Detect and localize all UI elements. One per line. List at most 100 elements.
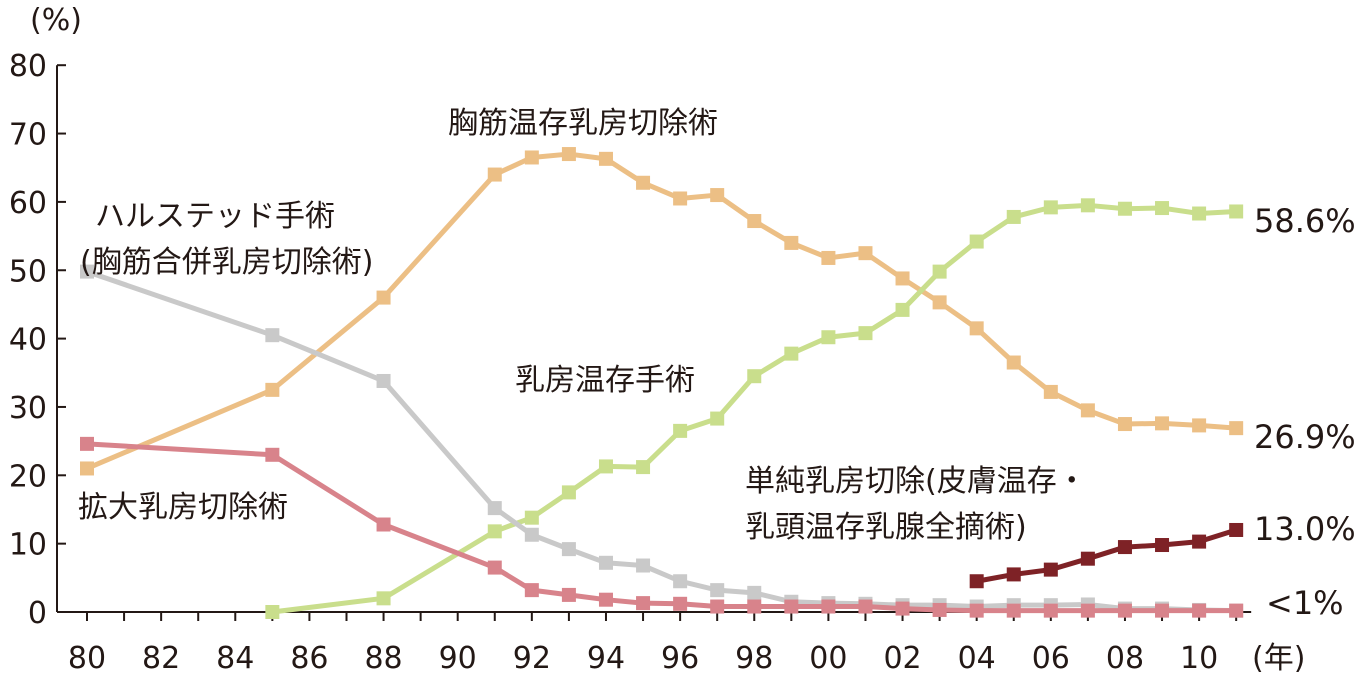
end-value-others: <1% [1266, 584, 1344, 622]
y-tick-label: 0 [28, 596, 47, 631]
data-point [561, 147, 576, 162]
data-point [895, 302, 910, 317]
data-point [932, 295, 947, 310]
data-point [710, 583, 725, 598]
series-3 [80, 436, 1244, 618]
data-point [1117, 540, 1132, 555]
data-point [487, 167, 502, 182]
x-tick-label: 92 [513, 641, 551, 676]
data-point [1080, 198, 1095, 213]
data-point [1006, 567, 1021, 582]
data-point [1080, 551, 1095, 566]
x-tick-label: 10 [1180, 641, 1218, 676]
data-point [969, 321, 984, 336]
data-point [673, 423, 688, 438]
x-tick-label: 82 [142, 641, 180, 676]
end-value-breast-conserving: 58.6% [1254, 202, 1356, 240]
data-point [784, 599, 799, 614]
data-point [598, 459, 613, 474]
series-4 [969, 522, 1244, 589]
data-point [747, 214, 762, 229]
y-tick-label: 30 [9, 391, 47, 426]
data-point [80, 264, 94, 279]
label-pectoral-preserving-mastectomy: 胸筋温存乳房切除術 [448, 106, 718, 141]
x-tick-label: 96 [661, 641, 699, 676]
data-point [561, 587, 576, 602]
data-point [895, 271, 910, 286]
data-point [747, 599, 762, 614]
data-point [1117, 603, 1132, 618]
end-value-simple-mastectomy: 13.0% [1254, 510, 1356, 548]
x-tick-label: 06 [1032, 641, 1070, 676]
label-simple-mastectomy: 単純乳房切除(皮膚温存・ [745, 464, 1087, 499]
data-point [265, 605, 280, 619]
chart-axes: 0 10 20 30 40 50 60 70 80 80 82 84 86 88 90 92 94 96 98 00 0… [9, 49, 1252, 676]
data-point [1006, 355, 1021, 370]
data-point [895, 601, 910, 616]
x-tick-label: 08 [1106, 641, 1144, 676]
data-point [673, 191, 688, 206]
x-tick-label: 86 [290, 641, 328, 676]
data-point [1192, 534, 1207, 549]
data-point [1155, 416, 1170, 431]
data-point [969, 603, 984, 618]
x-tick-label: 80 [68, 641, 106, 676]
data-point [598, 151, 613, 166]
series-line [86, 269, 1237, 614]
y-axis-unit: (%) [30, 3, 82, 38]
data-point [1192, 418, 1207, 433]
label-breast-conserving-surgery: 乳房温存手術 [515, 363, 695, 398]
data-point [710, 188, 725, 203]
data-point [932, 602, 947, 617]
data-point [636, 596, 651, 611]
x-tick-label: 94 [587, 641, 625, 676]
data-point [487, 501, 502, 516]
data-point [376, 290, 391, 305]
data-point [673, 596, 688, 611]
data-point [376, 517, 391, 532]
data-point [821, 250, 836, 265]
data-point [598, 592, 613, 607]
x-tick-label: 88 [364, 641, 402, 676]
data-point [524, 510, 539, 525]
x-tick-label: 04 [958, 641, 996, 676]
data-point [1229, 522, 1244, 537]
data-point [1229, 603, 1244, 618]
x-axis-unit: (年) [1252, 641, 1305, 676]
series-0 [80, 147, 1244, 476]
data-point [524, 527, 539, 542]
data-point [561, 542, 576, 557]
data-point [561, 485, 576, 500]
y-tick-label: 50 [9, 254, 47, 289]
data-point [821, 330, 836, 345]
data-point [710, 411, 725, 426]
x-tick-label: 90 [439, 641, 477, 676]
y-tick-label: 60 [9, 186, 47, 221]
data-point [747, 585, 762, 600]
data-point [858, 246, 873, 261]
label-simple-mastectomy-sub: 乳頭温存乳腺全摘術) [745, 510, 1027, 545]
data-point [784, 346, 799, 361]
x-tick-label: 84 [216, 641, 254, 676]
data-point [1043, 200, 1058, 215]
end-value-pectoral-preserving: 26.9% [1254, 418, 1356, 456]
data-point [376, 373, 391, 388]
data-point [1080, 403, 1095, 418]
data-point [747, 369, 762, 384]
data-point [969, 574, 984, 589]
data-point [1043, 603, 1058, 618]
data-point [1229, 421, 1244, 436]
data-point [1117, 201, 1132, 216]
data-point [1192, 603, 1207, 618]
data-point [636, 175, 651, 190]
data-point [1155, 603, 1170, 618]
data-point [376, 591, 391, 606]
data-point [932, 264, 947, 279]
data-point [265, 328, 280, 343]
data-point [1155, 538, 1170, 553]
data-point [487, 524, 502, 539]
data-point [1006, 209, 1021, 224]
data-point [265, 447, 280, 462]
y-tick-label: 80 [9, 49, 47, 84]
data-point [821, 599, 836, 614]
